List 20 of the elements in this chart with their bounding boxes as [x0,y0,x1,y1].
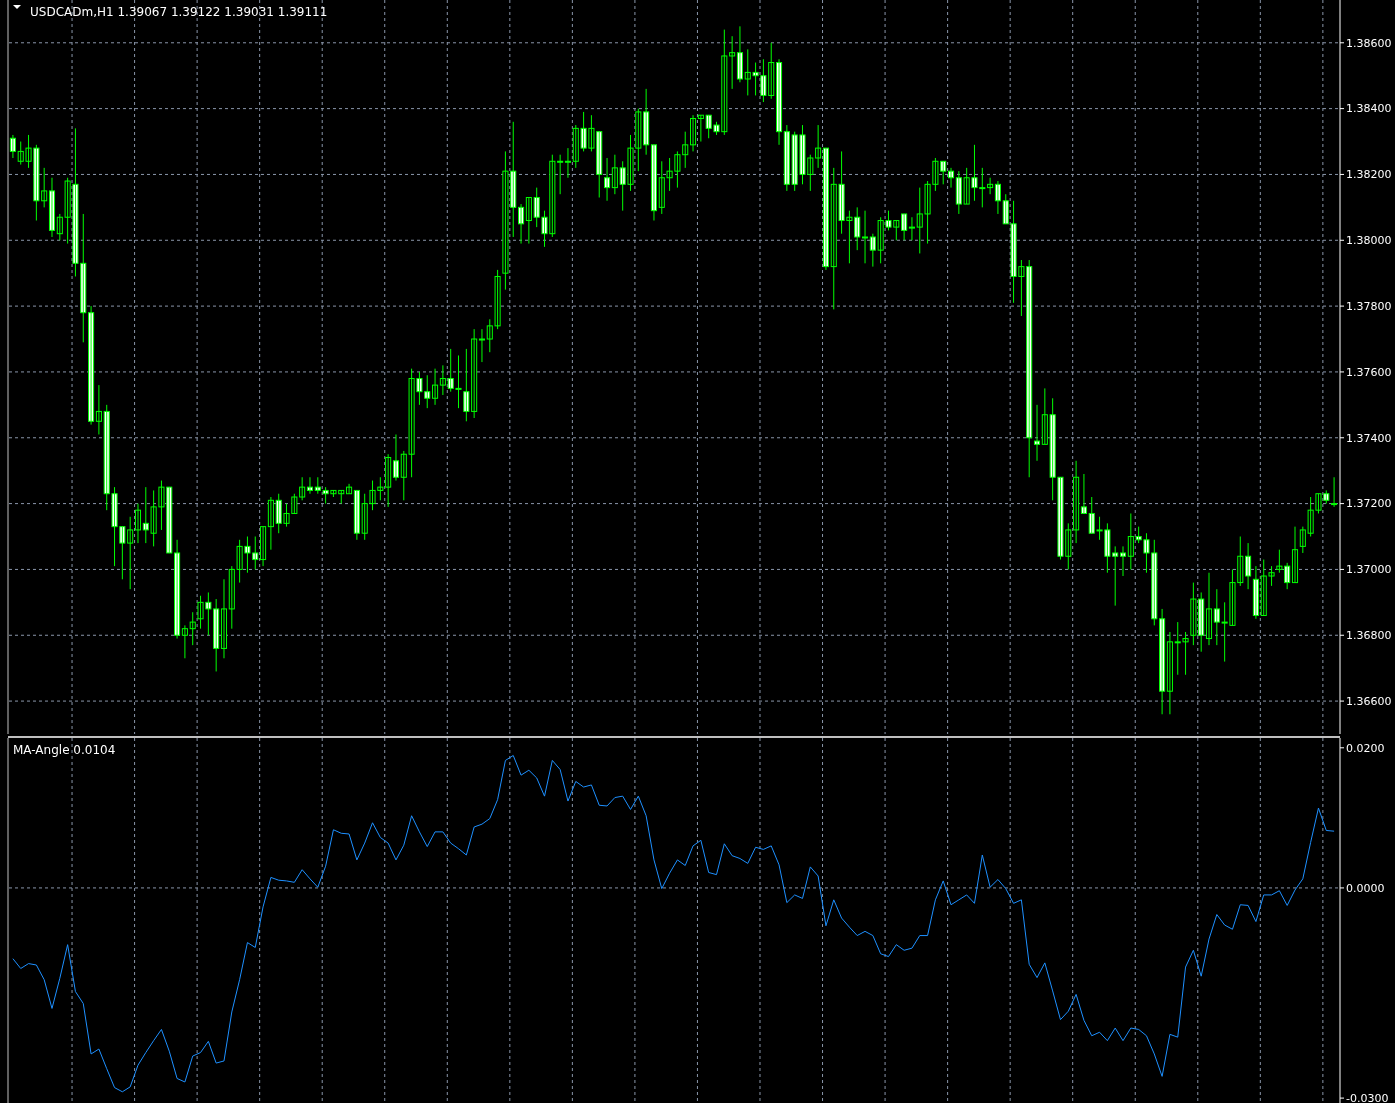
y-tick-label: 1.38600 [1346,36,1392,50]
text: USDCADm,H1 1.39067 1.39122 1.39031 1.39111 [30,5,328,19]
candlestick [861,210,869,264]
y-tick-label: 1.36600 [1346,694,1392,708]
line-series [12,755,1335,1093]
y-tick-label: 1.38000 [1346,234,1392,248]
y-tick-label: 1.37200 [1346,497,1392,511]
y-tick-label: 1.37600 [1346,365,1392,379]
y-tick-label: -0.0300 [1346,1091,1389,1103]
y-tick-label: 0.0000 [1346,881,1385,895]
y-tick-label: 1.38400 [1346,102,1392,116]
y-tick-label: 1.36800 [1346,629,1392,643]
text: MA-Angle 0.0104 [13,743,116,757]
y-tick-label: 0.0200 [1346,741,1385,755]
y-tick-label: 1.37800 [1346,299,1392,313]
candlestick [478,328,486,363]
y-tick-label: 1.38200 [1346,168,1392,182]
y-tick-label: 1.37000 [1346,563,1392,577]
y-tick-label: 1.37400 [1346,431,1392,445]
candlestick [908,216,915,241]
